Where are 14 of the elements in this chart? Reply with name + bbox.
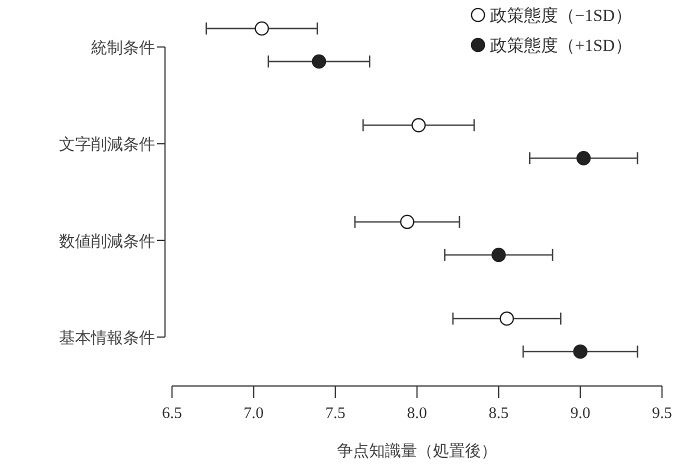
x-tick-label: 7.5 [325, 405, 346, 422]
x-tick-label: 7.0 [244, 405, 264, 422]
x-tick-label: 9.0 [570, 405, 590, 422]
legend-label: 政策態度（+1SD） [490, 36, 632, 55]
x-tick-label: 9.5 [652, 405, 672, 422]
x-tick-label: 8.0 [407, 405, 427, 422]
y-tick-label: 統制条件 [91, 39, 155, 57]
legend-label: 政策態度（−1SD） [490, 6, 632, 25]
y-tick-label: 数値削減条件 [59, 232, 155, 250]
x-tick-label: 8.5 [488, 405, 509, 422]
x-tick-label: 6.5 [162, 405, 182, 422]
x-axis-title: 争点知識量（処置後） [337, 442, 497, 460]
y-tick-label: 文字削減条件 [59, 136, 155, 154]
y-tick-label: 基本情報条件 [59, 329, 155, 348]
